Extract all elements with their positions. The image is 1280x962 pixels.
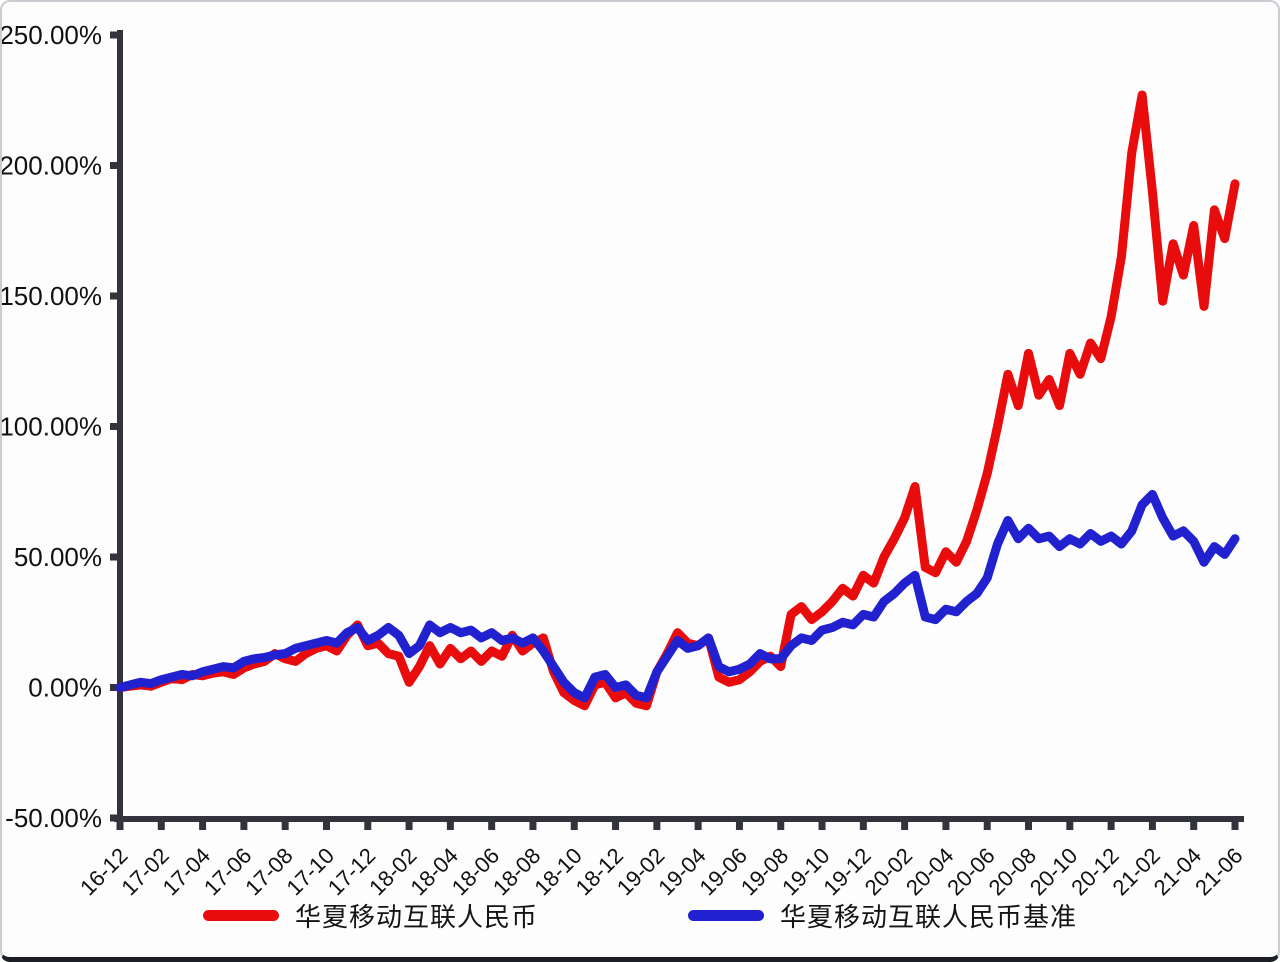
x-axis-tick-label: 20-06 — [942, 843, 999, 900]
y-axis-tick-label: 100.00% — [2, 412, 102, 442]
x-axis-tick-label: 17-12 — [323, 843, 380, 900]
legend-item-fund: 华夏移动互联人民币 — [202, 897, 538, 934]
x-axis-tick-label: 17-10 — [282, 843, 339, 900]
x-axis-tick-label: 18-02 — [364, 843, 421, 900]
x-axis-tick-label: 19-08 — [736, 843, 793, 900]
x-axis-tick-label: 18-04 — [405, 843, 462, 900]
x-axis-tick-label: 18-06 — [447, 843, 504, 900]
x-axis-tick-label: 21-06 — [1190, 843, 1247, 900]
x-axis-tick-label: 19-10 — [777, 843, 834, 900]
x-axis-tick-label: 20-02 — [860, 843, 917, 900]
benchmark-line — [115, 489, 1240, 703]
y-axis-tick-label: 0.00% — [28, 673, 102, 703]
fund-line — [115, 90, 1240, 711]
benchmark-legend-label: 华夏移动互联人民币基准 — [780, 902, 1078, 932]
x-axis-tick-label: 17-04 — [158, 843, 215, 900]
x-axis-tick-label: 21-04 — [1149, 843, 1206, 900]
x-axis-tick-label: 17-06 — [199, 843, 256, 900]
y-axis-tick-label: 150.00% — [2, 281, 102, 311]
x-axis-tick-label: 17-02 — [116, 843, 173, 900]
y-axis-tick-label: 50.00% — [14, 542, 102, 572]
fund-line-swatch — [202, 910, 279, 921]
x-axis-tick-label: 19-02 — [612, 843, 669, 900]
y-axis-tick-label: 250.00% — [2, 20, 102, 50]
x-axis-tick-label: 21-02 — [1107, 843, 1164, 900]
x-axis-tick-label: 19-04 — [653, 843, 710, 900]
x-axis-tick-label: 18-08 — [488, 843, 545, 900]
chart-legend: 华夏移动互联人民币 华夏移动互联人民币基准 — [2, 897, 1278, 934]
legend-item-benchmark: 华夏移动互联人民币基准 — [688, 897, 1077, 934]
y-axis-tick-label: -50.00% — [5, 803, 102, 833]
x-axis-tick-label: 19-06 — [695, 843, 752, 900]
x-axis-tick-label: 19-12 — [818, 843, 875, 900]
x-axis-tick-label: 17-08 — [240, 843, 297, 900]
fund-legend-label: 华夏移动互联人民币 — [294, 902, 538, 932]
x-axis-tick-label: 18-10 — [529, 843, 586, 900]
x-axis-tick-label: 20-10 — [1025, 843, 1082, 900]
x-axis-tick-label: 16-12 — [75, 843, 132, 900]
x-axis-tick-label: 18-12 — [571, 843, 628, 900]
benchmark-line-swatch — [688, 910, 764, 921]
x-axis-tick-label: 20-12 — [1066, 843, 1123, 900]
x-axis-tick-label: 20-04 — [901, 843, 958, 900]
x-axis-tick-label: 20-08 — [984, 843, 1041, 900]
y-axis-tick-label: 200.00% — [2, 151, 102, 181]
